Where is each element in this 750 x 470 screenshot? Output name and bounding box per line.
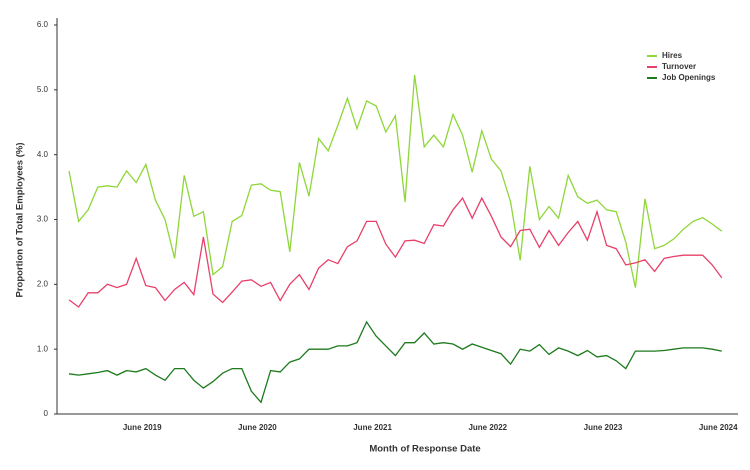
- y-tick-label: 1.0: [37, 344, 49, 353]
- x-tick-label: June 2022: [468, 423, 507, 432]
- legend-label: Hires: [662, 51, 683, 60]
- y-tick-label: 3.0: [37, 215, 49, 224]
- y-tick-label: 6.0: [37, 20, 49, 29]
- y-axis-title: Proportion of Total Employees (%): [15, 143, 26, 298]
- y-tick-label: 4.0: [37, 150, 49, 159]
- x-axis-title: Month of Response Date: [369, 444, 480, 455]
- line-series: [68, 74, 723, 288]
- line-series: [68, 196, 723, 308]
- legend-label: Turnover: [662, 62, 696, 71]
- x-tick-label: June 2021: [353, 423, 392, 432]
- x-tick-label: June 2020: [238, 423, 277, 432]
- x-tick-label: June 2023: [584, 423, 623, 432]
- y-tick-label: 0: [44, 409, 49, 418]
- x-tick-label: June 2019: [123, 423, 162, 432]
- legend-label: Job Openings: [662, 73, 716, 82]
- line-series: [68, 320, 722, 404]
- y-tick-label: 2.0: [37, 279, 49, 288]
- y-tick-label: 5.0: [37, 85, 49, 94]
- x-tick-label: June 2024: [699, 423, 738, 432]
